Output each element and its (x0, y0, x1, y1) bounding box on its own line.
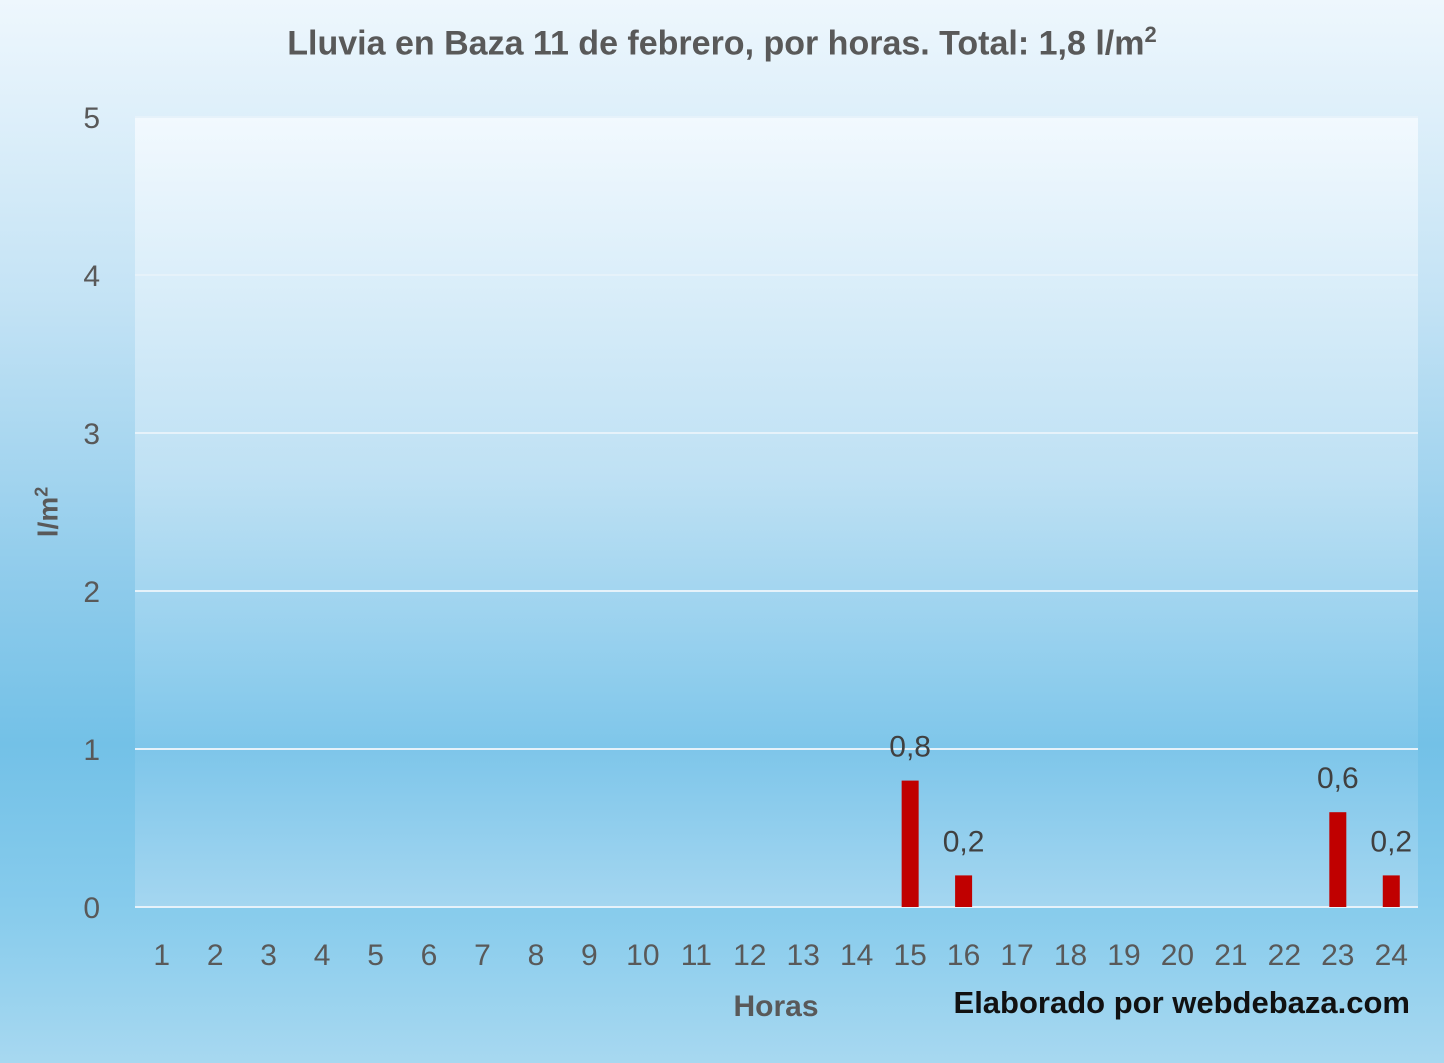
y-tick-label: 0 (83, 892, 100, 925)
x-tick-label: 14 (840, 939, 873, 972)
x-tick-label: 9 (581, 939, 598, 972)
data-label: 0,2 (943, 825, 985, 858)
plot-background (135, 117, 1418, 907)
bar (955, 875, 973, 907)
x-tick-label: 22 (1268, 939, 1301, 972)
data-label: 0,6 (1317, 762, 1359, 795)
x-tick-label: 23 (1321, 939, 1354, 972)
x-tick-label: 13 (787, 939, 820, 972)
x-tick-label: 3 (260, 939, 277, 972)
x-tick-label: 12 (733, 939, 766, 972)
x-tick-label: 11 (681, 939, 712, 972)
x-tick-label: 7 (474, 939, 491, 972)
x-tick-label: 17 (1000, 939, 1033, 972)
bar (1329, 812, 1347, 907)
x-tick-label: 19 (1107, 939, 1140, 972)
x-tick-label: 5 (367, 939, 384, 972)
x-tick-label: 16 (947, 939, 980, 972)
x-tick-label: 1 (153, 939, 170, 972)
bar (1382, 875, 1400, 907)
x-tick-label: 10 (626, 939, 659, 972)
data-label: 0,8 (889, 731, 931, 764)
data-label: 0,2 (1370, 825, 1412, 858)
bar (901, 780, 919, 907)
x-tick-label: 18 (1054, 939, 1087, 972)
x-tick-label: 15 (893, 939, 926, 972)
x-tick-label: 6 (421, 939, 438, 972)
y-tick-label: 4 (83, 260, 100, 293)
x-tick-label: 8 (528, 939, 545, 972)
chart-title: Lluvia en Baza 11 de febrero, por horas.… (287, 22, 1157, 63)
y-tick-label: 3 (83, 418, 100, 451)
x-tick-label: 4 (314, 939, 331, 972)
x-tick-label: 24 (1375, 939, 1408, 972)
x-tick-label: 21 (1214, 939, 1247, 972)
x-axis-label: Horas (733, 990, 819, 1023)
y-tick-label: 2 (83, 576, 100, 609)
x-tick-label: 20 (1161, 939, 1194, 972)
credit-text: Elaborado por webdebaza.com (953, 985, 1410, 1020)
x-tick-label: 2 (207, 939, 224, 972)
y-tick-label: 1 (83, 734, 100, 767)
y-tick-label: 5 (83, 102, 100, 135)
